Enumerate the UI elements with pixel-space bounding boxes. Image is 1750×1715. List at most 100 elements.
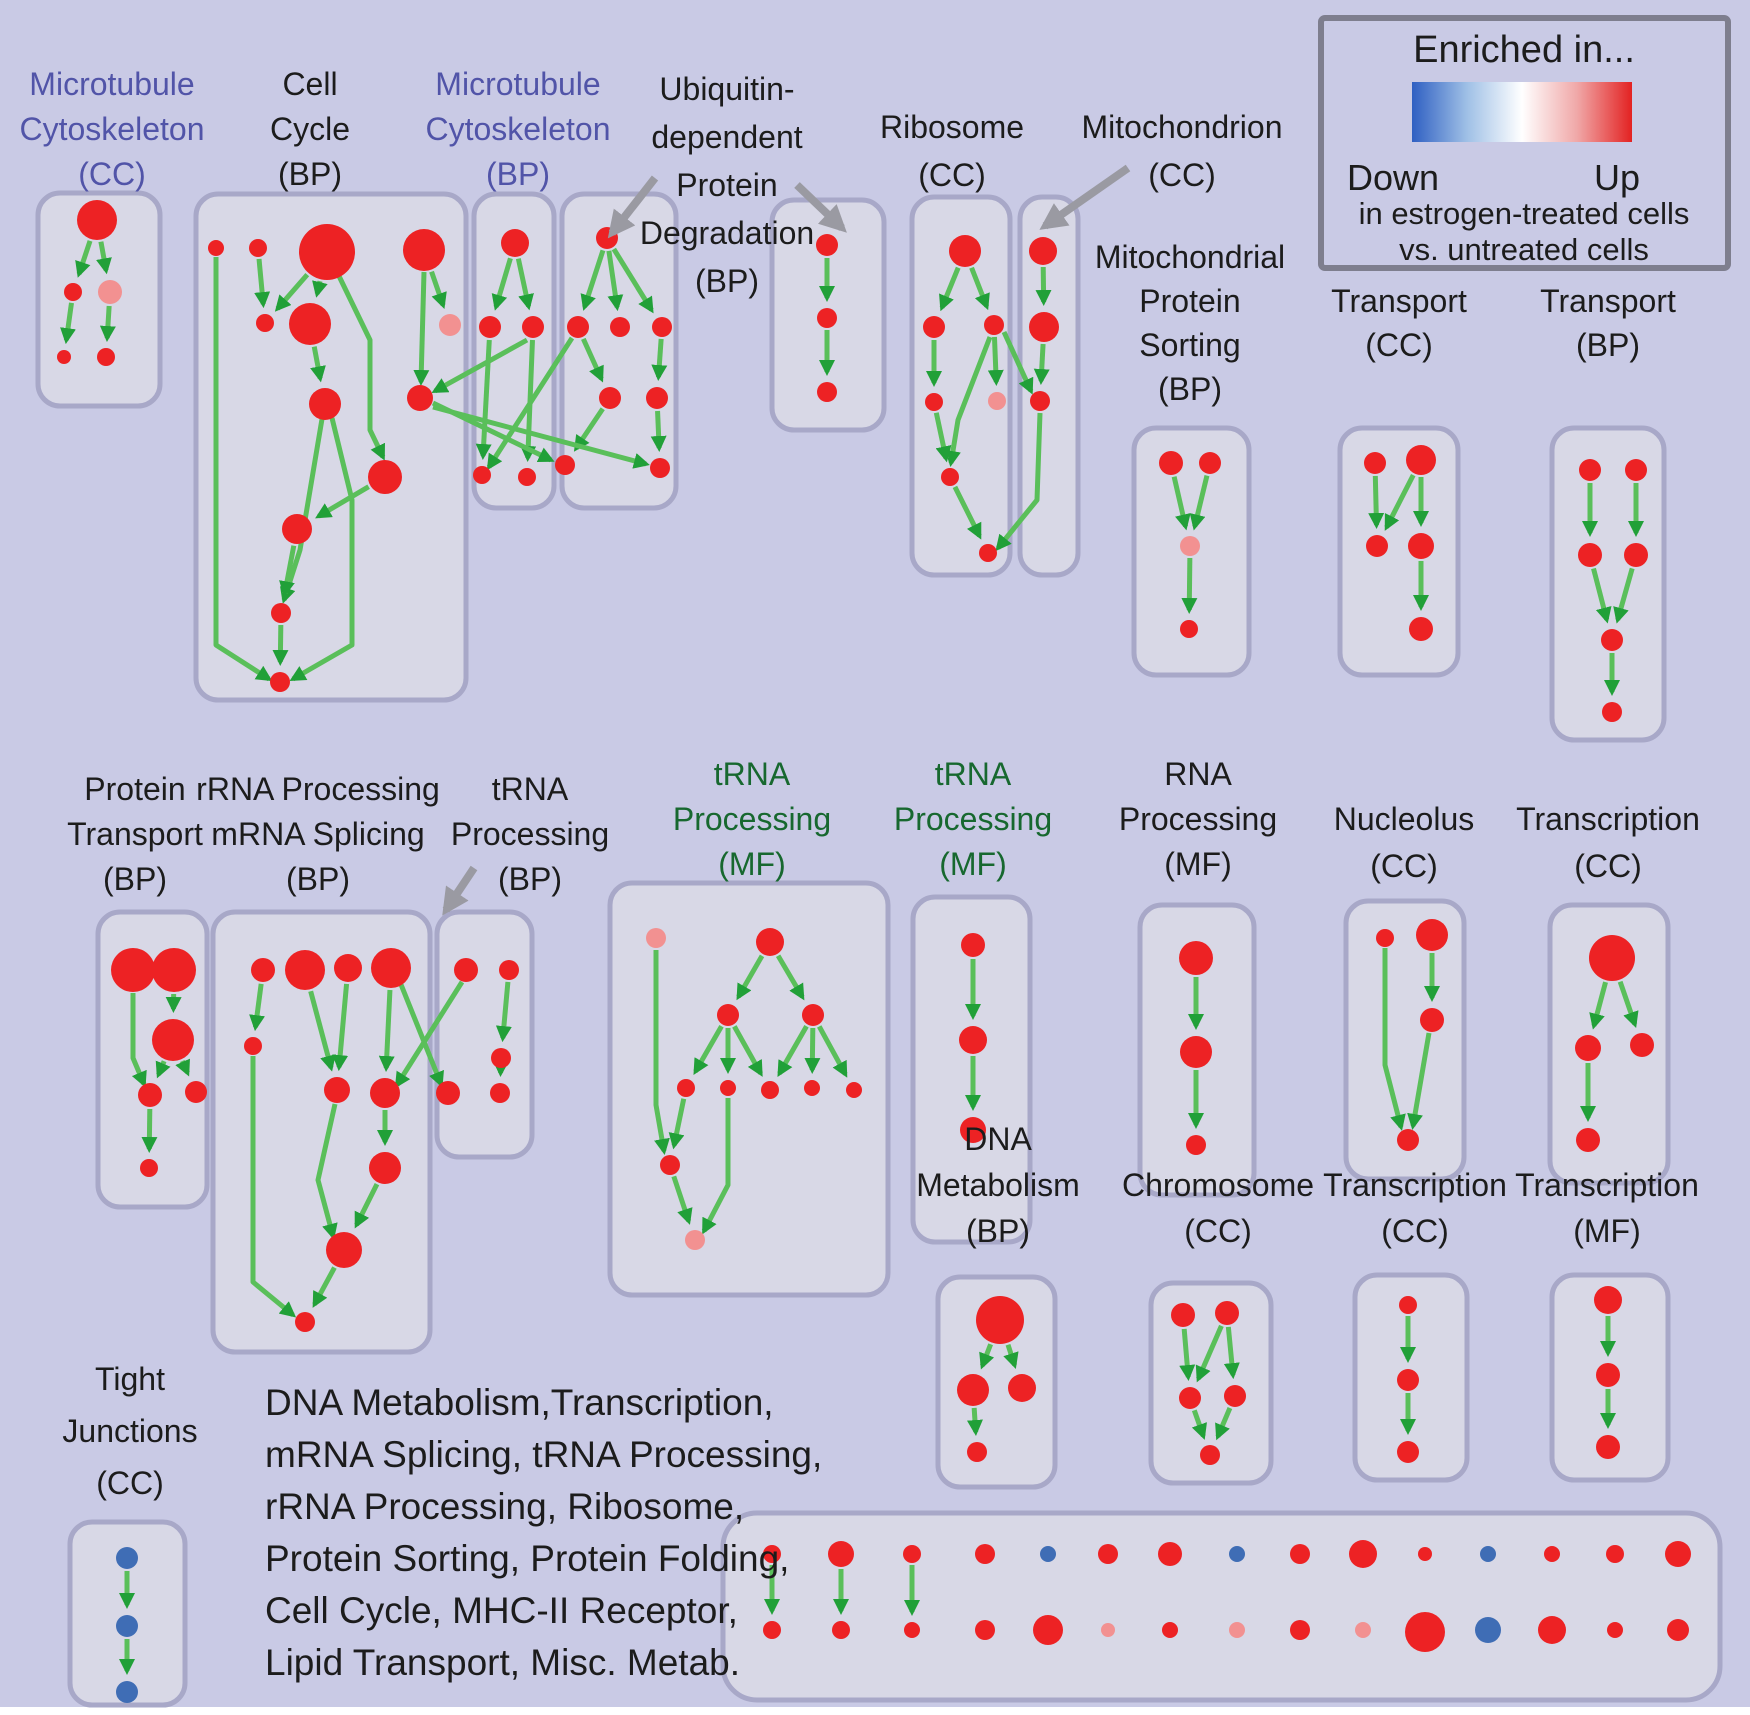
hierarchy-edge — [1181, 557, 1198, 615]
go-term-node — [1418, 1547, 1432, 1561]
hierarchy-edge — [966, 1407, 983, 1437]
go-term-node — [299, 224, 355, 280]
go-term-node — [720, 1080, 736, 1096]
hierarchy-edge — [1591, 567, 1612, 624]
hierarchy-edge — [60, 302, 76, 345]
cluster-label-protein-transport: Protein Transport (BP) — [67, 771, 203, 897]
hierarchy-edge — [141, 1108, 158, 1154]
go-term-node — [138, 1083, 162, 1107]
go-term-node — [1366, 535, 1388, 557]
cluster-label-rna-processing-mf: RNA Processing (MF) — [1119, 756, 1277, 882]
go-term-node — [1406, 445, 1436, 475]
go-term-node — [717, 1004, 739, 1026]
go-term-node — [961, 933, 985, 957]
hierarchy-edge — [979, 1343, 995, 1370]
bottom-margin — [0, 1707, 1750, 1715]
hierarchy-edge — [1191, 1409, 1207, 1440]
go-term-node — [1364, 452, 1386, 474]
go-term-node — [1098, 1544, 1118, 1564]
go-term-node — [1162, 1622, 1178, 1638]
go-term-node — [326, 1232, 362, 1268]
go-term-node — [846, 1082, 862, 1098]
hierarchy-edge — [1589, 981, 1608, 1030]
hierarchy-edge — [315, 1103, 338, 1240]
go-term-node — [491, 1048, 511, 1068]
hierarchy-edge — [315, 484, 370, 519]
go-term-node — [967, 1442, 987, 1462]
go-term-node — [1224, 1385, 1246, 1407]
go-term-node — [1030, 391, 1050, 411]
go-term-node — [1399, 1296, 1417, 1314]
go-term-node — [77, 200, 117, 240]
cross-cluster-edge — [397, 981, 444, 1088]
cross-cluster-edge — [431, 337, 529, 394]
go-term-node — [97, 348, 115, 366]
go-term-node — [976, 1296, 1024, 1344]
go-term-node — [116, 1547, 138, 1569]
hierarchy-edge — [250, 1056, 297, 1318]
go-term-node — [251, 958, 275, 982]
node-layer — [57, 200, 1691, 1703]
hierarchy-edge — [651, 338, 668, 382]
go-term-node — [473, 466, 491, 484]
hierarchy-edge — [653, 950, 670, 1155]
go-term-node — [677, 1079, 695, 1097]
go-term-node — [1029, 312, 1059, 342]
legend-box — [1318, 15, 1731, 271]
go-term-node — [650, 458, 670, 478]
cluster-label-mito-protein-sorting: Mitochondrial Protein Sorting (BP) — [1095, 239, 1285, 407]
go-term-node — [1158, 1542, 1182, 1566]
go-term-node — [1397, 1441, 1419, 1463]
go-term-node — [567, 316, 589, 338]
hierarchy-edge — [1617, 980, 1639, 1028]
go-term-node — [116, 1681, 138, 1703]
hierarchy-edge — [1384, 473, 1416, 531]
go-term-node — [960, 1117, 986, 1143]
cluster-label-nucleolus-cc: Nucleolus (CC) — [1334, 801, 1475, 884]
go-term-node — [501, 229, 529, 257]
hierarchy-edge — [312, 280, 328, 298]
go-term-node — [518, 468, 536, 486]
hierarchy-edge — [945, 336, 993, 467]
hierarchy-edge — [289, 417, 355, 682]
cluster-box-rna-transport — [1549, 425, 1667, 743]
go-term-node — [369, 1152, 401, 1184]
hierarchy-edge — [1382, 948, 1406, 1131]
hierarchy-edge — [952, 485, 982, 540]
go-term-node — [817, 382, 837, 402]
cross-cluster-edge — [394, 980, 465, 1089]
annotation-arrow — [1039, 164, 1131, 230]
hierarchy-edge — [130, 993, 147, 1088]
cluster-label-trna-processing-mf-b: tRNA Processing (MF) — [894, 756, 1052, 882]
go-term-node — [1040, 1546, 1056, 1562]
hierarchy-edge — [249, 983, 265, 1032]
go-term-node — [249, 239, 267, 257]
go-term-node — [185, 1081, 207, 1103]
hierarchy-edge — [1215, 1406, 1233, 1441]
go-term-node — [646, 928, 666, 948]
go-term-node — [1033, 1615, 1063, 1645]
cluster-label-transcription-cc-a: Transcription (CC) — [1516, 801, 1700, 884]
go-term-node — [64, 283, 82, 301]
hierarchy-edge — [777, 1025, 809, 1077]
go-term-node — [802, 1004, 824, 1026]
hierarchy-edge — [581, 337, 604, 383]
cluster-label-transcription-cc-b: Transcription (CC) — [1323, 1167, 1507, 1249]
go-term-node — [1544, 1546, 1560, 1562]
go-term-node — [140, 1159, 158, 1177]
go-term-node — [98, 280, 122, 304]
hierarchy-edge — [1171, 476, 1191, 531]
legend-subtitle-2: vs. untreated cells — [1399, 232, 1649, 267]
go-term-node — [271, 603, 291, 623]
go-term-node — [1416, 919, 1448, 951]
go-term-node — [817, 308, 837, 328]
go-term-node — [403, 229, 445, 271]
go-term-node — [436, 1081, 460, 1105]
go-term-node — [1575, 1035, 1601, 1061]
go-term-node — [832, 1621, 850, 1639]
hierarchy-edge — [175, 1058, 190, 1077]
go-term-node — [957, 1374, 989, 1406]
cross-cluster-edge — [1001, 330, 1034, 395]
go-term-node — [1180, 620, 1198, 638]
